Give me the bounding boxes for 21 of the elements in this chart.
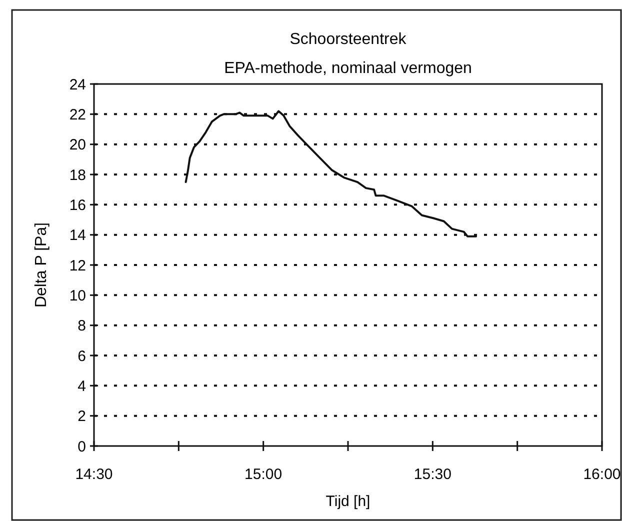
y-tick-label: 10 [69, 287, 86, 304]
y-tick-label: 2 [78, 408, 86, 426]
x-tick-label: 15:30 [414, 466, 452, 483]
x-tick-label: 15:00 [244, 466, 282, 483]
x-tick-label: 14:30 [75, 466, 113, 483]
x-tick-label: 16:00 [583, 466, 621, 483]
y-tick-label: 22 [69, 106, 86, 124]
x-axis-title: Tijd [h] [326, 493, 370, 510]
y-tick-label: 14 [69, 227, 86, 244]
y-tick-label: 12 [69, 257, 86, 274]
y-tick-label: 8 [78, 318, 86, 335]
y-tick-label: 24 [69, 76, 86, 94]
y-axis-title: Delta P [Pa] [33, 222, 50, 308]
y-tick-label: 4 [78, 378, 86, 395]
chart-title: Schoorsteentrek [290, 31, 408, 48]
y-tick-label: 0 [78, 438, 86, 456]
y-tick-label: 20 [69, 136, 86, 154]
y-tick-label: 6 [78, 348, 86, 365]
y-tick-label: 18 [69, 166, 86, 184]
y-tick-label: 16 [69, 196, 86, 214]
chart-subtitle: EPA-methode, nominaal vermogen [224, 60, 472, 77]
